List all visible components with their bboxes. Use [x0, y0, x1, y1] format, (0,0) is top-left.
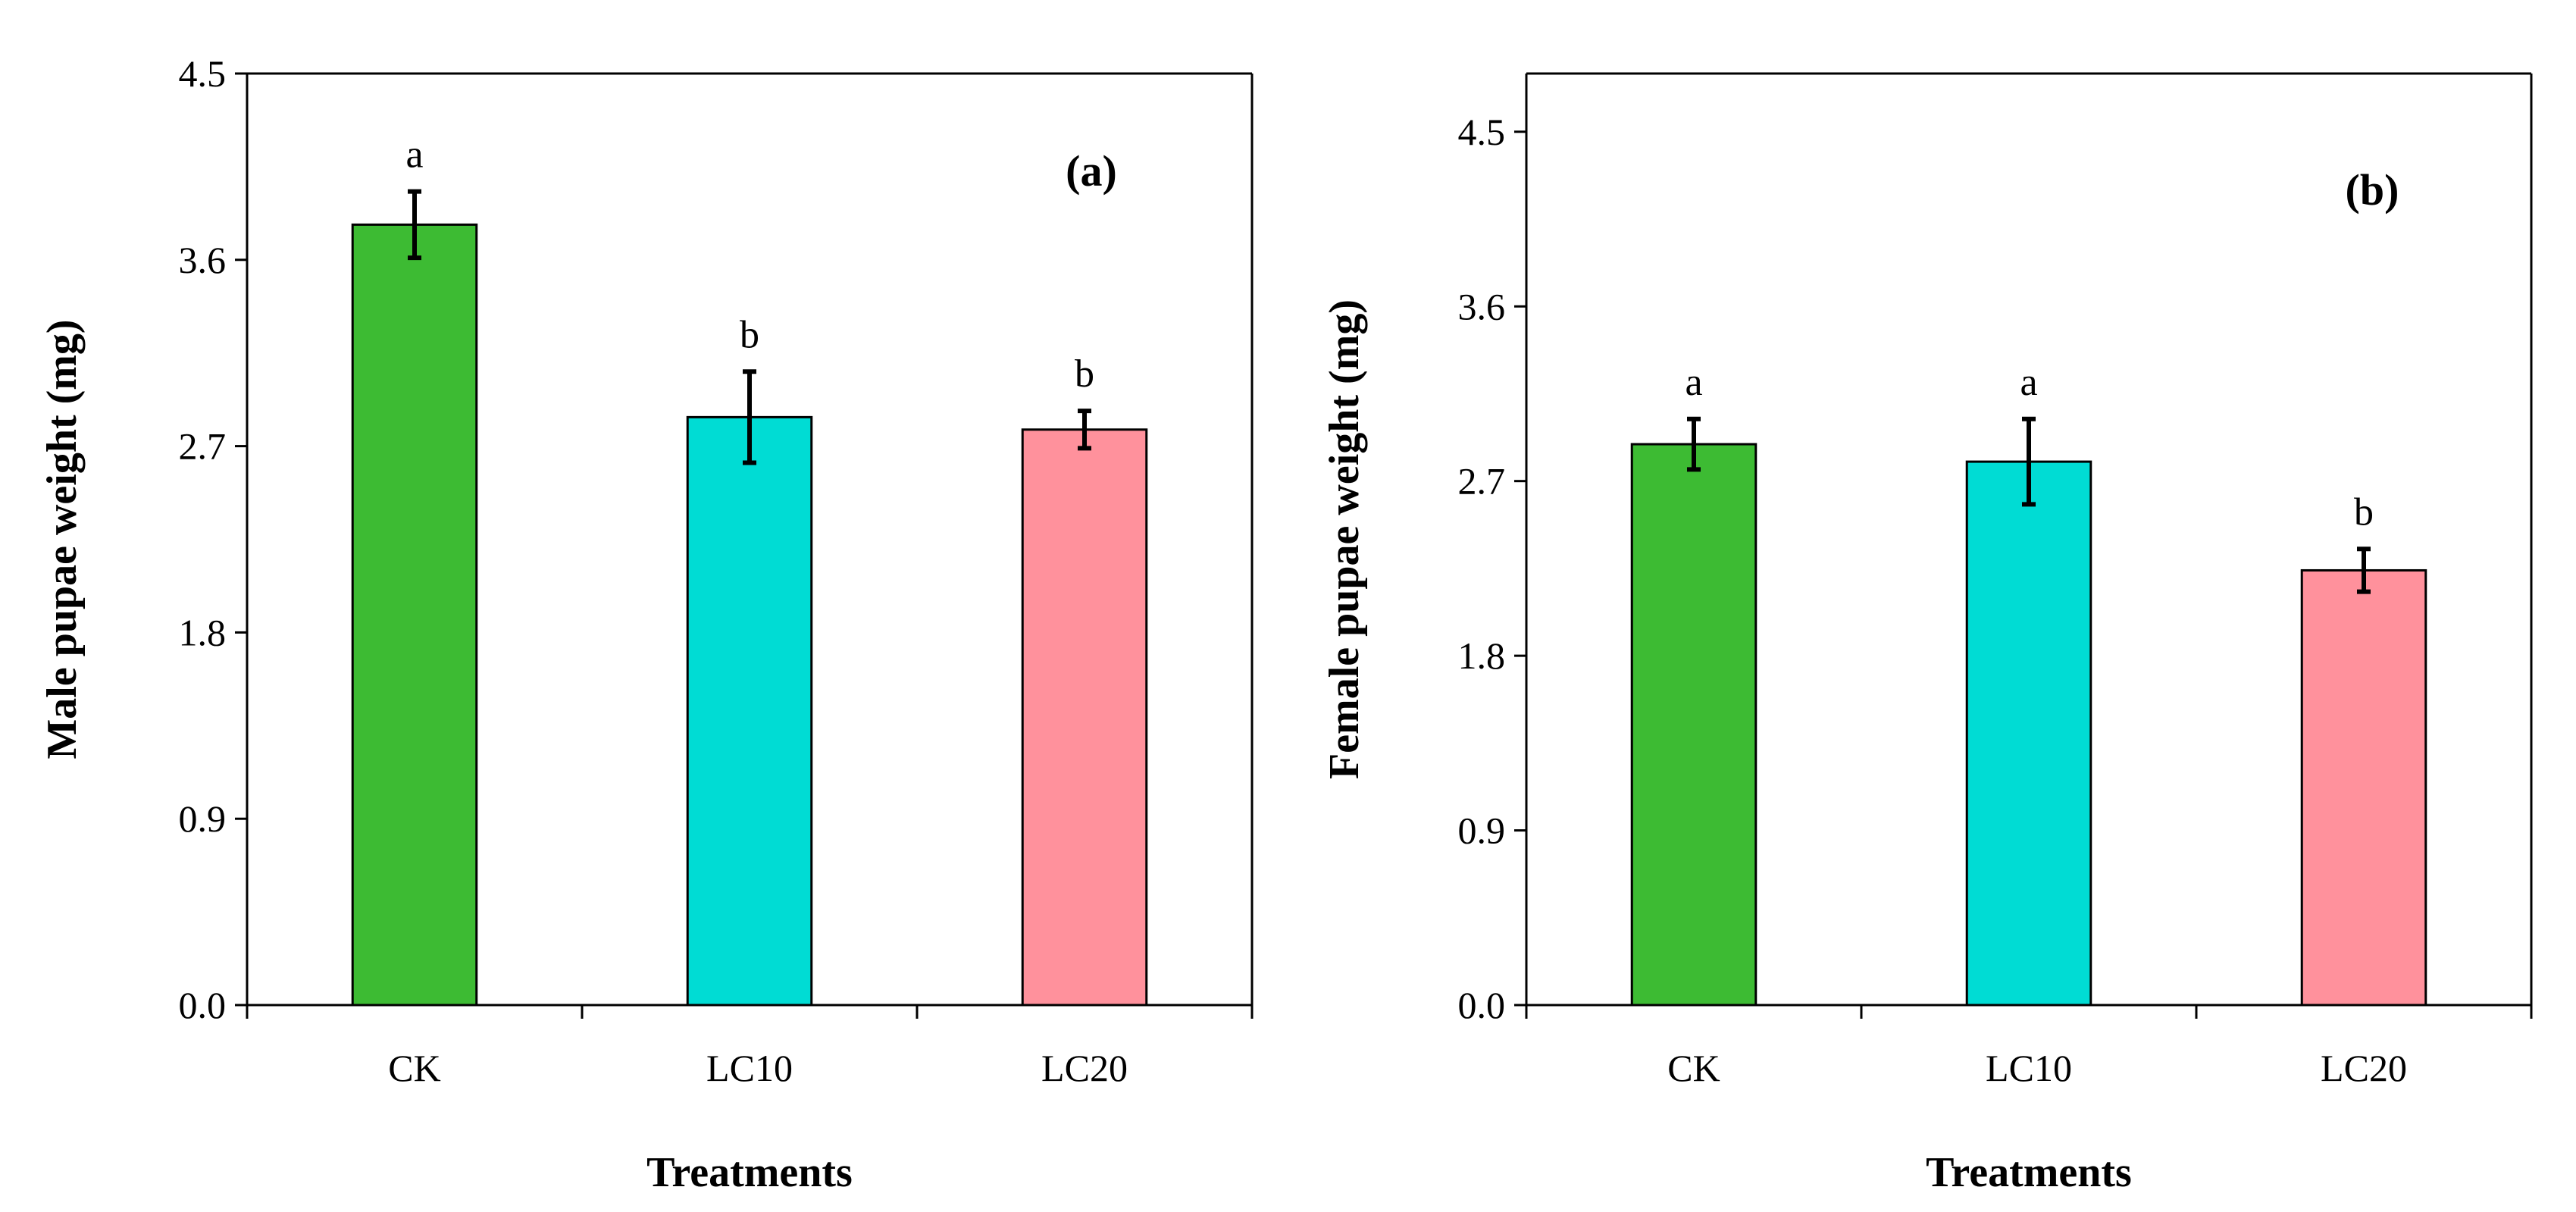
- panel-label: (a): [1066, 146, 1117, 196]
- bar-ck: [1630, 443, 1758, 1007]
- y-tick-label: 3.6: [1458, 285, 1506, 327]
- y-tick-label: 1.8: [1458, 634, 1506, 677]
- y-axis-title: Female pupae weight (mg): [1321, 299, 1368, 779]
- y-tick-label: 4.5: [179, 52, 227, 95]
- chart-panel-b: a a b 0.0 0.9 1.8 2.7 3.6 4.5 CK LC10 LC20 Treatment…: [1321, 72, 2533, 1196]
- bar-lc10: [1965, 460, 2092, 1007]
- y-tick-label: 1.8: [179, 611, 227, 653]
- significance-letter: a: [405, 133, 423, 177]
- x-tick-label-ck: CK: [1667, 1047, 1720, 1089]
- y-tick-label: 2.7: [1458, 460, 1506, 503]
- chart-panel-a: a b b 0.0 0.9 1.8 2.7 3.6 4.5 CK LC10 LC20 Treatment…: [39, 52, 1254, 1196]
- bar-lc10: [686, 415, 813, 1007]
- bar-ck: [351, 223, 478, 1007]
- bar-lc20: [2300, 568, 2427, 1007]
- x-tick-label-ck: CK: [388, 1047, 440, 1089]
- x-tick-label-lc10: LC10: [706, 1047, 793, 1089]
- y-tick-label: 2.7: [179, 425, 227, 468]
- significance-letter: b: [1075, 352, 1094, 396]
- y-tick-label: 3.6: [179, 239, 227, 281]
- x-tick-label-lc20: LC20: [1041, 1047, 1128, 1089]
- x-axis-title: Treatments: [1926, 1149, 2132, 1196]
- significance-letter: a: [1685, 361, 1702, 404]
- significance-letter: a: [2020, 361, 2037, 404]
- y-tick-label: 0.0: [1458, 984, 1506, 1026]
- panel-label: (b): [2346, 165, 2399, 215]
- y-tick-label: 4.5: [1458, 111, 1506, 153]
- y-axis-title: Male pupae weight (mg): [39, 319, 86, 759]
- bar-lc20: [1021, 428, 1148, 1007]
- y-tick-label: 0.9: [179, 797, 227, 840]
- x-tick-label-lc20: LC20: [2321, 1047, 2407, 1089]
- x-tick-label-lc10: LC10: [1986, 1047, 2072, 1089]
- significance-letter: b: [740, 313, 759, 356]
- y-tick-label: 0.9: [1458, 810, 1506, 852]
- y-tick-label: 0.0: [179, 984, 227, 1026]
- significance-letter: b: [2354, 490, 2374, 534]
- x-axis-title: Treatments: [646, 1149, 853, 1196]
